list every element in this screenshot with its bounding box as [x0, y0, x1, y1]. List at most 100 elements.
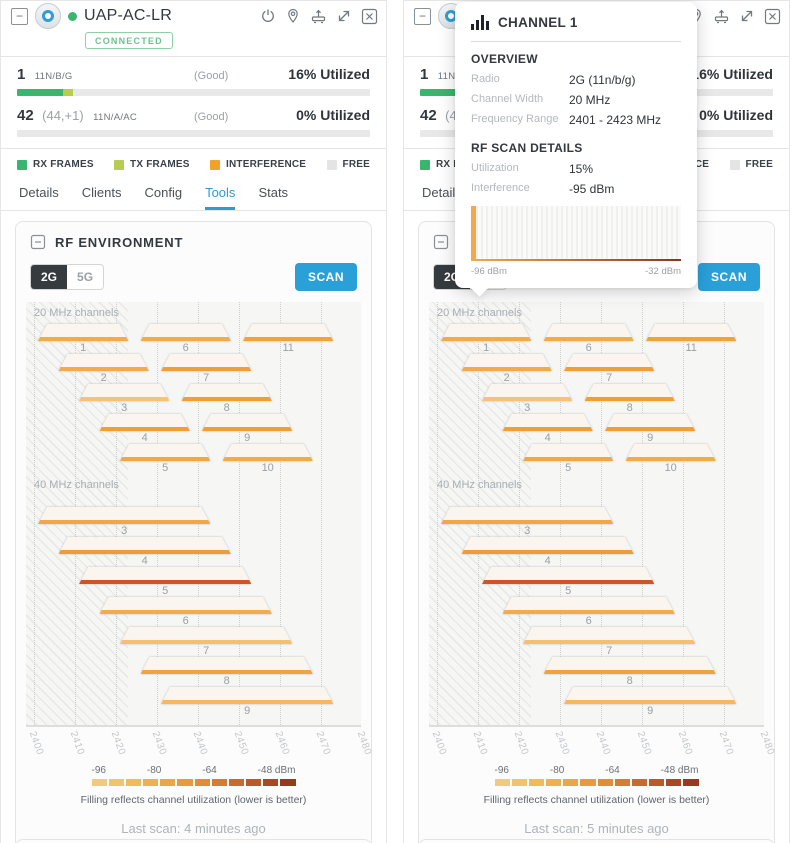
channel-4-shape[interactable] — [100, 414, 190, 431]
gridline-2470 — [724, 302, 725, 725]
close-icon[interactable] — [361, 8, 378, 25]
tab-tools[interactable]: Tools — [205, 179, 236, 210]
channel-6-shape[interactable] — [544, 324, 634, 341]
channel-5-shape[interactable] — [120, 444, 210, 461]
gradient-segment — [546, 779, 562, 786]
rf-environment-card: RF ENVIRONMENT 2G 5G SCAN 20 MHz channel… — [418, 221, 776, 843]
channel-7-shape[interactable] — [161, 354, 251, 371]
close-icon[interactable] — [764, 8, 781, 25]
upgrade-icon[interactable] — [310, 8, 327, 24]
channel-4-shape[interactable] — [59, 537, 231, 554]
channel-11-shape[interactable] — [243, 324, 333, 341]
axis-tick-2410: 2410 — [67, 730, 87, 757]
gradient-segment — [494, 779, 510, 786]
channel-4-label: 4 — [544, 432, 551, 444]
rx-frames-swatch — [17, 159, 27, 170]
channel-9-shape[interactable] — [202, 414, 292, 431]
collapse-panel-icon[interactable]: − — [414, 7, 431, 25]
channel-3-shape[interactable] — [79, 384, 169, 401]
channel-1-label: 1 — [80, 342, 87, 354]
tooltip-divider — [471, 41, 681, 42]
tx-frames-swatch — [114, 159, 125, 170]
scan-button[interactable]: SCAN — [697, 263, 760, 291]
gradient-segment — [228, 779, 245, 786]
gradient-segment — [666, 779, 682, 786]
gridline-2450 — [239, 302, 240, 725]
gradient-segment — [143, 779, 159, 786]
tab-config[interactable]: Config — [144, 185, 183, 200]
scan-button[interactable]: SCAN — [294, 263, 357, 291]
channel-5-shape[interactable] — [79, 567, 251, 584]
channel-1-shape[interactable] — [38, 324, 128, 341]
channel-8-shape[interactable] — [141, 657, 313, 674]
interference-gradient-legend: -96 -80 -64 -48 dBm — [91, 765, 296, 786]
radio-5g-channel-extra: (44,+1) — [42, 108, 84, 123]
channel-7-shape[interactable] — [564, 354, 654, 371]
channel-7-shape[interactable] — [120, 627, 292, 644]
tab-stats[interactable]: Stats — [258, 185, 289, 200]
channel-10-label: 10 — [261, 462, 274, 474]
collapse-panel-icon[interactable]: − — [11, 7, 28, 25]
channel-11-shape[interactable] — [646, 324, 736, 341]
band-2g-button[interactable]: 2G — [31, 265, 68, 289]
restart-icon[interactable] — [260, 8, 276, 24]
gradient-segment — [125, 779, 142, 786]
band-5g-button[interactable]: 5G — [77, 270, 94, 284]
channel-3-shape[interactable] — [482, 384, 572, 401]
channel-9-shape[interactable] — [564, 687, 736, 704]
channel-6-shape[interactable] — [100, 597, 272, 614]
channel-1-shape[interactable] — [441, 324, 531, 341]
channel-10-shape[interactable] — [223, 444, 313, 461]
frequency-range-label: Frequency Range — [471, 113, 559, 125]
axis-tick-2410: 2410 — [470, 730, 490, 757]
channel-3-shape[interactable] — [441, 507, 613, 524]
header-actions — [260, 8, 378, 25]
axis-tick-2400: 2400 — [429, 730, 449, 757]
channel-8-shape[interactable] — [544, 657, 716, 674]
channel-9-shape[interactable] — [161, 687, 333, 704]
locate-icon[interactable] — [285, 8, 301, 24]
channel-8-shape[interactable] — [182, 384, 272, 401]
channel-6-shape[interactable] — [503, 597, 675, 614]
rf-card-title: RF ENVIRONMENT — [55, 234, 184, 250]
channel-4-shape[interactable] — [503, 414, 593, 431]
channel-6-label: 6 — [585, 342, 592, 354]
channel-7-label: 7 — [203, 645, 210, 657]
section-20mhz-label: 20 MHz channels — [34, 307, 119, 319]
channel-4-shape[interactable] — [462, 537, 634, 554]
channel-3-shape[interactable] — [38, 507, 210, 524]
channel-6-label: 6 — [182, 615, 189, 627]
channel-5-shape[interactable] — [523, 444, 613, 461]
tab-details[interactable]: Details — [19, 185, 59, 200]
channel-8-shape[interactable] — [585, 384, 675, 401]
channel-9-shape[interactable] — [605, 414, 695, 431]
section-20mhz-label: 20 MHz channels — [437, 307, 522, 319]
radio-5g-channel: 42 — [17, 107, 34, 124]
channel-4-label: 4 — [141, 432, 148, 444]
axis-tick-2420: 2420 — [511, 730, 531, 757]
axis-tick-2460: 2460 — [675, 730, 695, 757]
gradient-segment — [194, 779, 210, 786]
free-label: FREE — [342, 159, 370, 170]
upgrade-icon[interactable] — [713, 8, 730, 24]
tab-clients[interactable]: Clients — [81, 185, 122, 200]
channel-2-shape[interactable] — [462, 354, 552, 371]
tab-details[interactable]: Details — [422, 185, 462, 200]
collapse-card-icon[interactable] — [30, 234, 46, 250]
channel-10-shape[interactable] — [626, 444, 716, 461]
channel-7-shape[interactable] — [523, 627, 695, 644]
channel-2-shape[interactable] — [59, 354, 149, 371]
expand-icon[interactable] — [336, 8, 352, 24]
interference-swatch — [209, 159, 220, 170]
channel-6-shape[interactable] — [141, 324, 231, 341]
overview-section-title: OVERVIEW — [471, 52, 538, 66]
rf-spectrum-chart: 20 MHz channels 40 MHz channels 1 6 11 2 7 3 8 4 9… — [429, 302, 764, 727]
expand-icon[interactable] — [739, 8, 755, 24]
collapse-card-icon[interactable] — [433, 234, 449, 250]
channel-9-label: 9 — [244, 432, 251, 444]
radio-5g-standard: 11N/A/AC — [93, 112, 138, 123]
axis-tick-2450: 2450 — [634, 730, 654, 757]
channel-5-shape[interactable] — [482, 567, 654, 584]
radio-5g-utilized: 0% Utilized — [296, 107, 370, 123]
histogram-baseline — [471, 259, 681, 261]
